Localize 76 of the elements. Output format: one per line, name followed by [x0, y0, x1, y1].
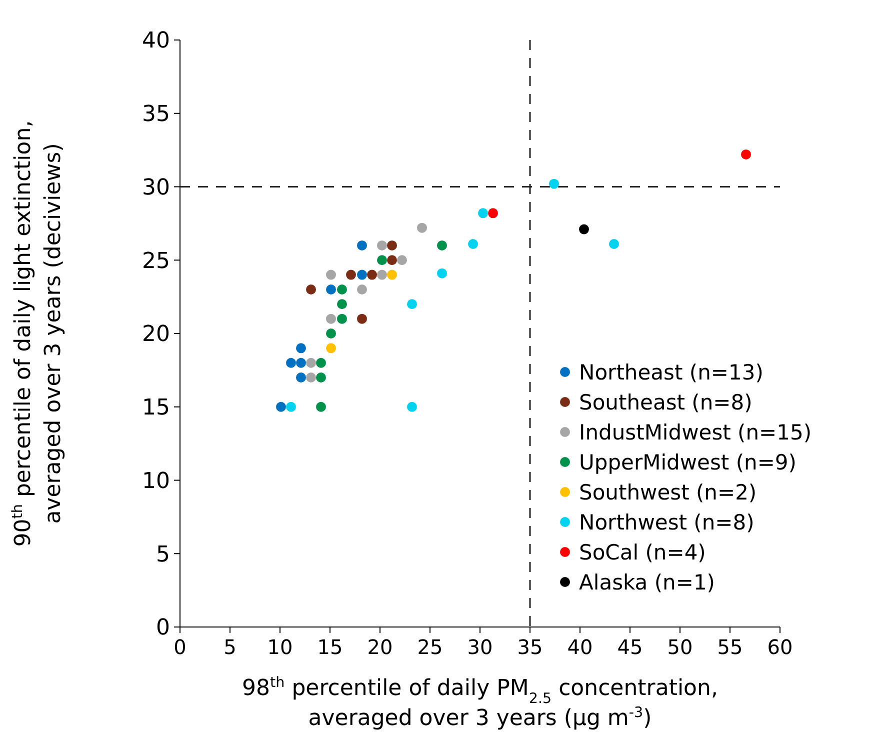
point — [326, 314, 336, 324]
x-tick-label: 25 — [417, 635, 443, 659]
point — [397, 255, 407, 266]
point — [316, 358, 326, 368]
y-tick-label: 5 — [156, 542, 170, 568]
x-tick-label: 15 — [317, 635, 343, 659]
point — [387, 240, 397, 250]
y-tick-label: 15 — [142, 396, 170, 421]
y-tick-label: 30 — [142, 175, 170, 200]
x-tick-label: 10 — [267, 635, 293, 659]
x-tick-label: 50 — [667, 635, 693, 659]
y-tick-label: 25 — [142, 248, 170, 274]
point — [741, 149, 751, 160]
x-tick-label: 40 — [567, 635, 593, 659]
point — [296, 358, 306, 368]
point — [337, 299, 347, 310]
point — [437, 268, 447, 278]
point — [437, 240, 447, 250]
point — [357, 284, 367, 294]
point — [337, 314, 347, 324]
legend-label: UpperMidwest (n=9) — [579, 450, 796, 474]
point — [367, 270, 377, 280]
y-tick-label: 0 — [156, 616, 170, 641]
point — [286, 402, 296, 412]
point — [326, 284, 336, 294]
point — [326, 328, 336, 338]
x-tick-label: 5 — [224, 635, 236, 659]
point — [306, 284, 316, 294]
point — [296, 372, 306, 383]
x-tick-label: 35 — [517, 635, 543, 659]
x-tick-label: 45 — [617, 635, 643, 659]
y-tick-label: 35 — [142, 102, 170, 128]
point — [488, 208, 498, 218]
y-tick-label: 40 — [142, 28, 170, 54]
point — [326, 270, 336, 280]
point — [407, 402, 417, 412]
legend-label: SoCal (n=4) — [579, 540, 706, 564]
x-tick-label: 60 — [767, 635, 793, 659]
legend-label: Southwest (n=2) — [579, 480, 757, 504]
point — [417, 222, 427, 233]
legend-label: IndustMidwest (n=15) — [579, 420, 812, 444]
point — [609, 238, 619, 249]
point — [316, 372, 326, 383]
legend-label: Northwest (n=8) — [579, 510, 754, 534]
x-tick-label: 55 — [717, 635, 743, 659]
point — [357, 240, 367, 250]
point — [579, 224, 589, 234]
legend-label: Alaska (n=1) — [579, 570, 715, 594]
x-tick-label: 20 — [367, 635, 393, 659]
x-tick-label: 0 — [174, 635, 186, 659]
point — [326, 343, 336, 354]
point — [357, 270, 367, 280]
point — [337, 284, 347, 294]
point — [478, 208, 488, 218]
x-tick-label: 30 — [467, 635, 493, 659]
point — [276, 402, 286, 412]
point — [306, 358, 316, 368]
point — [316, 402, 326, 412]
point — [377, 270, 387, 280]
point — [387, 255, 397, 266]
point — [357, 314, 367, 324]
legend-label: Northeast (n=13) — [579, 360, 764, 384]
point — [407, 299, 417, 310]
point — [286, 358, 296, 368]
point — [387, 270, 397, 280]
point — [346, 270, 356, 280]
point — [549, 178, 559, 189]
legend-label: Southeast (n=8) — [579, 390, 752, 414]
point — [377, 240, 387, 250]
point — [306, 372, 316, 383]
point — [296, 343, 306, 354]
point — [468, 238, 478, 249]
x-axis-title: 98$^{th}$ percentile of daily PM$_{2.5}$ concentration, averaged over 3 years (µg m$^{-3}$) — [242, 675, 718, 731]
point — [377, 255, 387, 266]
y-tick-label: 20 — [142, 322, 170, 348]
y-tick-label: 10 — [142, 468, 170, 494]
